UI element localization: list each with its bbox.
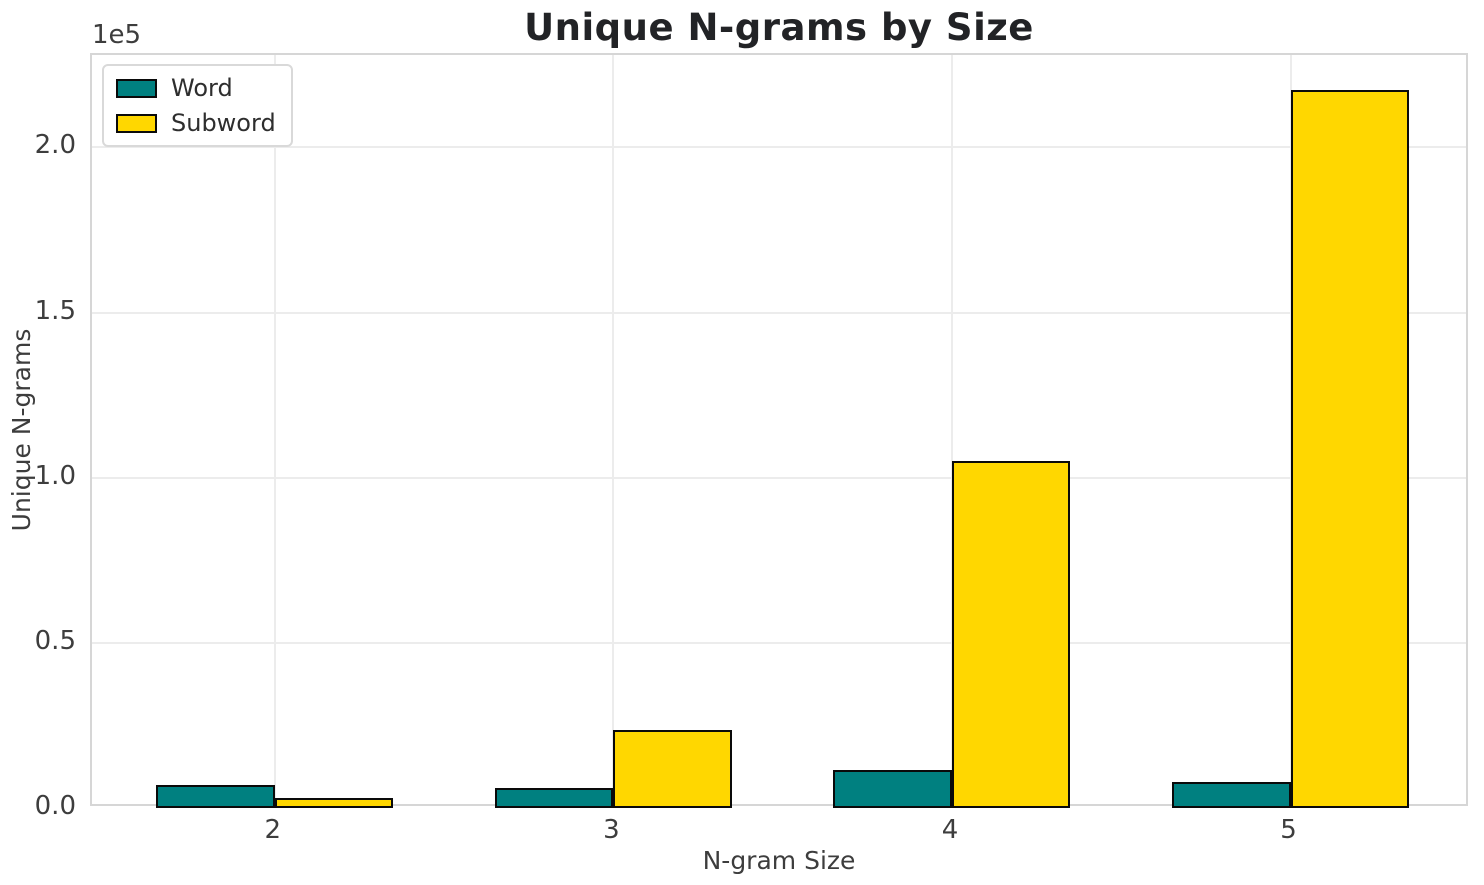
y-tick-label: 0.5 bbox=[34, 625, 76, 656]
h-gridline bbox=[92, 641, 1466, 644]
legend-item-word: Word bbox=[116, 75, 276, 101]
x-tick-label: 2 bbox=[264, 815, 282, 845]
legend: Word Subword bbox=[102, 64, 293, 147]
bar-subword-5 bbox=[1290, 89, 1410, 808]
y-axis-label: Unique N-grams bbox=[7, 328, 36, 532]
h-gridline bbox=[92, 311, 1466, 314]
legend-item-subword: Subword bbox=[116, 110, 276, 136]
y-axis-scale-offset: 1e5 bbox=[92, 20, 142, 50]
y-tick-label: 2.0 bbox=[34, 130, 76, 161]
x-tick-label: 4 bbox=[941, 815, 959, 845]
y-tick-label: 1.0 bbox=[34, 460, 76, 491]
chart-title: Unique N-grams by Size bbox=[524, 6, 1034, 49]
y-tick-label: 0.0 bbox=[34, 791, 76, 821]
bar-subword-4 bbox=[951, 461, 1071, 808]
v-gridline bbox=[950, 55, 953, 804]
legend-label: Word bbox=[171, 74, 233, 102]
bar-word-2 bbox=[156, 784, 275, 808]
bar-word-5 bbox=[1172, 781, 1291, 808]
x-tick-label: 5 bbox=[1280, 815, 1297, 845]
y-tick-label: 1.5 bbox=[34, 295, 76, 326]
x-axis-label: N-gram Size bbox=[702, 846, 856, 875]
bar-subword-2 bbox=[274, 798, 394, 808]
x-tick-label: 3 bbox=[603, 815, 620, 845]
h-gridline bbox=[92, 146, 1466, 149]
legend-swatch-subword-icon bbox=[116, 113, 157, 133]
plot-area: Word Subword bbox=[90, 53, 1468, 808]
bar-word-4 bbox=[833, 770, 952, 808]
legend-label: Subword bbox=[171, 109, 276, 137]
v-gridline bbox=[273, 55, 276, 804]
legend-swatch-word-icon bbox=[116, 78, 157, 98]
bar-word-3 bbox=[494, 788, 614, 808]
bar-subword-3 bbox=[613, 730, 732, 808]
h-gridline bbox=[92, 476, 1466, 479]
v-gridline bbox=[612, 55, 615, 804]
